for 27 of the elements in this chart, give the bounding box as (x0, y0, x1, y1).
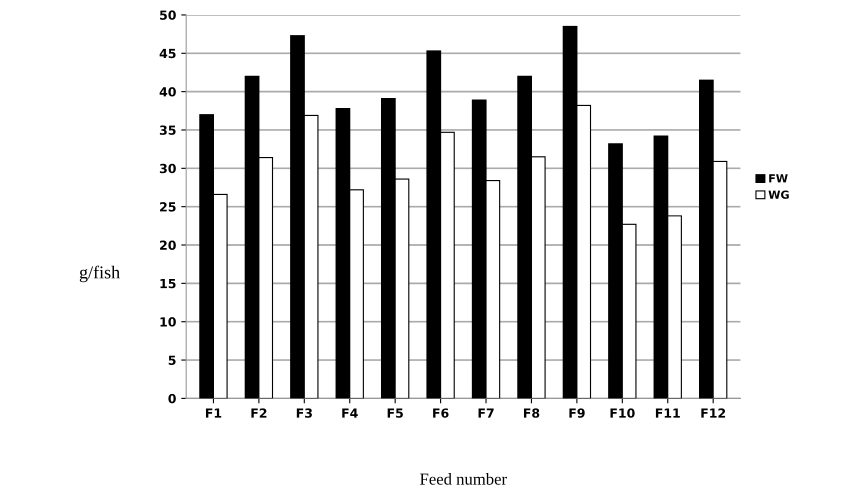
y-tick-label: 35 (160, 125, 176, 135)
y-tick-label: 5 (168, 356, 176, 365)
y-tick-label: 15 (160, 279, 176, 288)
x-tick-label: F1 (206, 408, 222, 418)
x-tick-label: F3 (296, 408, 312, 418)
y-tick-label: 0 (168, 394, 176, 404)
y-axis-title: g/fish (80, 266, 120, 282)
x-tick-label: F10 (610, 408, 635, 418)
legend-label: FW (769, 174, 788, 182)
legend-label: WG (768, 190, 789, 199)
x-tick-label: F8 (524, 408, 540, 418)
x-tick-label: F4 (342, 408, 358, 418)
x-tick-label: F9 (569, 408, 585, 418)
x-tick-label: F5 (388, 408, 403, 418)
y-tick-label: 50 (160, 10, 176, 20)
x-tick-label: F12 (701, 408, 726, 418)
x-tick-label: F11 (656, 408, 680, 418)
x-axis-title: Feed number (420, 473, 507, 485)
y-tick-label: 25 (160, 202, 176, 212)
y-tick-label: 10 (160, 317, 176, 327)
y-tick-label: 40 (160, 87, 176, 97)
y-tick-label: 30 (160, 164, 176, 174)
y-tick-label: 45 (160, 48, 176, 58)
y-tick-label: 20 (160, 240, 176, 250)
x-tick-label: F2 (251, 408, 266, 418)
x-tick-label: F7 (478, 408, 494, 418)
x-tick-label: F6 (433, 408, 449, 418)
